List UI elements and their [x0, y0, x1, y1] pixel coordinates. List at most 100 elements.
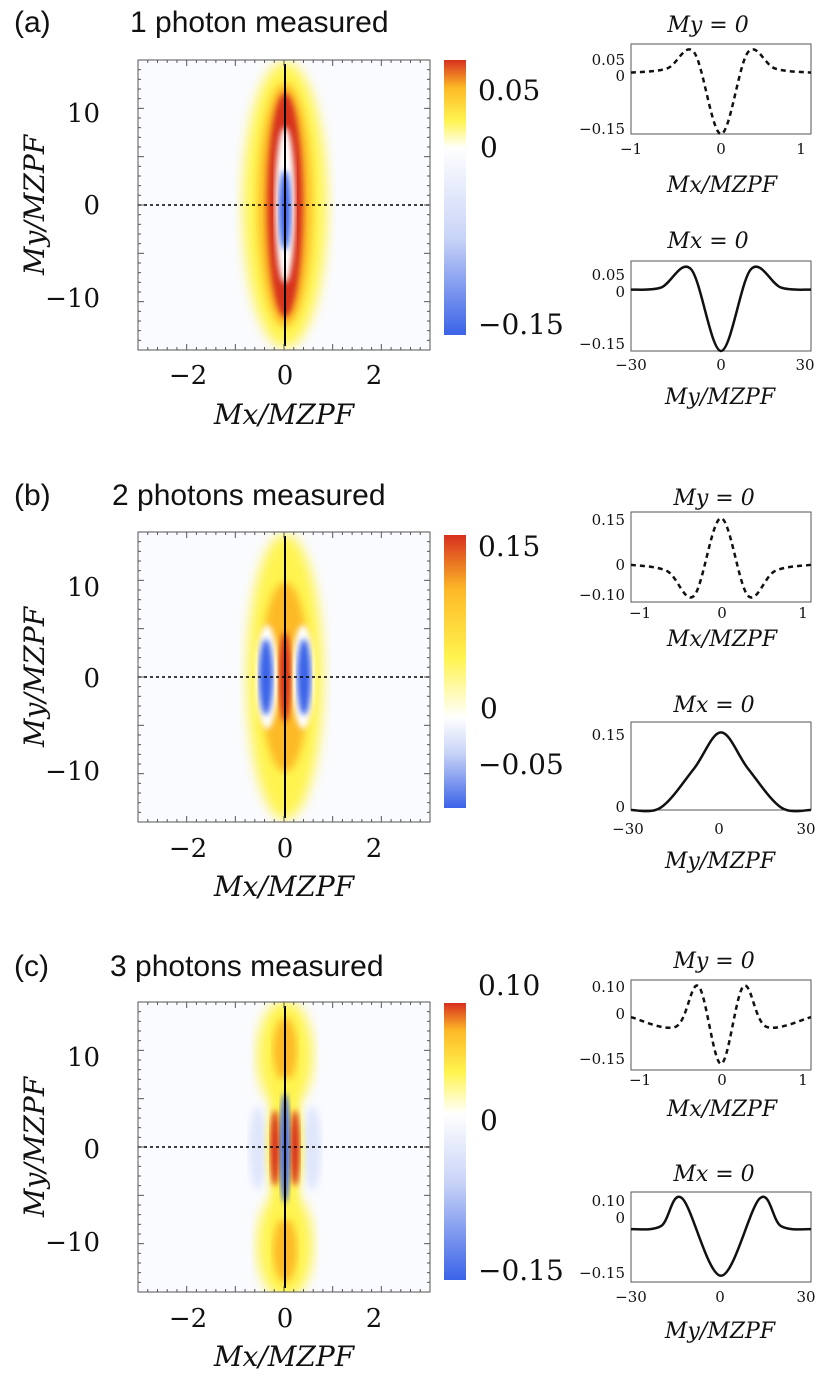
x-axis-label: Mx/MZPF [213, 398, 356, 431]
slice-title: Mx = 0 [672, 1162, 754, 1187]
y-axis-label: My/MZPF [18, 133, 51, 276]
slice-x-tick: 0 [717, 1071, 727, 1089]
y-tick: −10 [45, 284, 100, 314]
slice-y-tick: −0.15 [579, 335, 625, 353]
panel-title: 3 photons measured [110, 950, 384, 983]
y-tick: 10 [67, 1043, 100, 1073]
heatmap-negative-lobe [297, 639, 311, 715]
slice-x-tick: 1 [798, 1071, 808, 1089]
slice-y-tick: 0 [615, 1005, 625, 1023]
slice-title: My = 0 [666, 13, 748, 38]
slice-x-tick: −1 [629, 604, 651, 622]
slice-y-tick: 0.10 [592, 978, 625, 996]
slice-x-tick: 0 [716, 140, 726, 158]
slice-y-tick: 0 [615, 1209, 625, 1227]
colorbar-tick: 0 [480, 131, 498, 164]
panel-b: (b) 2 photons measured 10 0 −10 −2 0 2 [14, 479, 816, 903]
slice-plot-mx0 [630, 721, 812, 813]
heatmap-c [137, 1001, 431, 1293]
slice-y-tick: 0 [615, 556, 625, 574]
heatmap-side-negative [249, 1106, 267, 1190]
slice-y-tick: 0 [615, 67, 625, 85]
slice-x-tick: 1 [798, 604, 808, 622]
slice-frame [630, 1191, 812, 1283]
slice-x-label: My/MZPF [664, 1319, 776, 1344]
slice-x-tick: 30 [795, 356, 814, 374]
x-tick: 2 [366, 834, 383, 864]
panel-label: (c) [14, 950, 49, 983]
slice-title: Mx = 0 [666, 229, 748, 254]
slice-x-tick: 0 [715, 1288, 725, 1306]
slice-title: My = 0 [672, 486, 754, 511]
colorbar-tick: −0.15 [478, 1254, 564, 1287]
heatmap-positive-ridge [290, 1110, 300, 1186]
heatmap-positive-ridge [270, 1110, 280, 1186]
slice-title: My = 0 [672, 949, 754, 974]
slice-x-label: My/MZPF [664, 385, 776, 410]
x-axis-label: Mx/MZPF [213, 1340, 356, 1373]
colorbar-tick: −0.15 [478, 308, 564, 341]
slice-y-tick: −0.15 [579, 1050, 625, 1068]
panel-a: (a) 1 photon measured 10 0 −10 −2 0 2 Mx… [14, 6, 815, 431]
slice-x-tick: 30 [796, 820, 815, 838]
x-tick: 0 [277, 1304, 294, 1334]
slice-y-tick: 0 [615, 798, 625, 816]
slice-frame [630, 511, 812, 603]
panel-label: (b) [14, 479, 51, 512]
panel-label: (a) [14, 6, 51, 39]
colorbar [444, 60, 466, 335]
slice-curve [630, 265, 812, 353]
panel-c: (c) 3 photons measured 10 0 [14, 949, 816, 1373]
slice-curve [630, 48, 812, 136]
slice-x-tick: −1 [620, 140, 642, 158]
slice-y-tick: 0 [615, 283, 625, 301]
slice-frame [630, 43, 812, 135]
y-tick: 10 [67, 573, 100, 603]
slice-frame [630, 260, 812, 352]
slice-frame [630, 979, 812, 1071]
colorbar-tick: 0.05 [478, 74, 540, 107]
slice-x-tick: 0 [716, 356, 726, 374]
y-tick: 0 [83, 664, 100, 694]
slice-x-label: Mx/MZPF [666, 627, 778, 652]
slice-curve [630, 1195, 812, 1278]
x-tick: −2 [169, 361, 207, 391]
slice-y-tick: −0.15 [579, 120, 625, 138]
slice-curve [630, 984, 812, 1066]
panel-title: 2 photons measured [112, 479, 386, 512]
slice-x-tick: −30 [615, 356, 647, 374]
slice-y-tick: 0.10 [592, 1192, 625, 1210]
slice-x-tick: −30 [612, 820, 644, 838]
slice-plot-mx0 [630, 260, 812, 353]
slice-x-label: Mx/MZPF [666, 1097, 778, 1122]
y-axis-label: My/MZPF [18, 605, 51, 748]
y-axis-label: My/MZPF [18, 1075, 51, 1218]
slice-y-tick: 0.05 [592, 266, 625, 284]
heatmap-minor-ticks [137, 531, 431, 823]
colorbar-tick: 0.15 [478, 530, 540, 563]
y-tick: 10 [67, 99, 100, 129]
heatmap-a [137, 59, 431, 351]
heatmap-side-negative [303, 1106, 321, 1190]
slice-x-tick: 30 [796, 1288, 815, 1306]
x-tick: 0 [277, 361, 294, 391]
heatmap-minor-ticks [137, 1001, 431, 1293]
slice-x-label: My/MZPF [664, 849, 776, 874]
colorbar [444, 1003, 466, 1280]
colorbar-tick: 0.10 [478, 969, 540, 1002]
x-tick: 2 [366, 1304, 383, 1334]
slice-title: Mx = 0 [672, 693, 754, 718]
heatmap-minor-ticks [137, 59, 431, 351]
slice-x-tick: −30 [615, 1288, 647, 1306]
slice-y-tick: −0.10 [579, 586, 625, 604]
slice-curve [630, 516, 812, 599]
x-tick: 0 [277, 834, 294, 864]
x-tick: 2 [366, 361, 383, 391]
y-tick: 0 [83, 1135, 100, 1165]
y-tick: −10 [45, 1228, 100, 1258]
slice-x-label: Mx/MZPF [666, 173, 778, 198]
slice-x-tick: 1 [796, 140, 806, 158]
slice-y-tick: 0.15 [592, 511, 625, 529]
slice-y-tick: 0.15 [592, 726, 625, 744]
